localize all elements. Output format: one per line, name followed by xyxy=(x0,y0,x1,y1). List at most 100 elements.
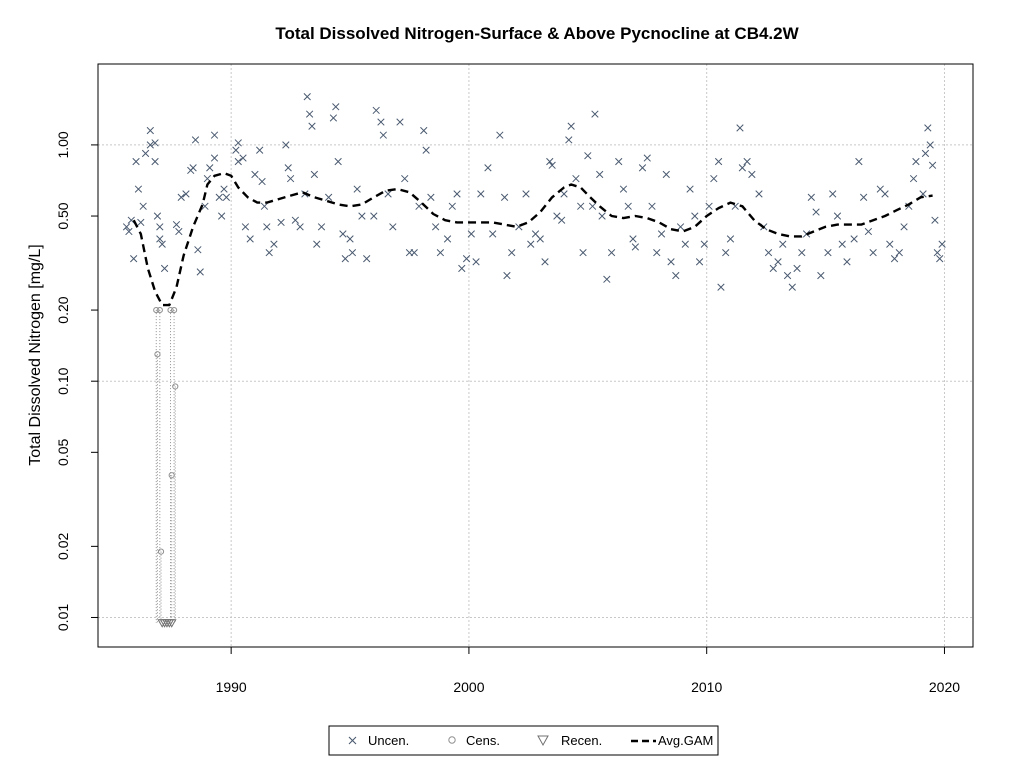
uncensored-point xyxy=(220,185,228,193)
uncensored-point xyxy=(329,114,338,122)
uncensored-point xyxy=(389,223,397,231)
censored-point xyxy=(167,306,174,314)
uncensored-point xyxy=(921,149,930,158)
uncensored-point xyxy=(807,193,815,201)
uncensored-point xyxy=(324,193,333,201)
uncensored-point xyxy=(548,161,556,169)
uncensored-point xyxy=(705,202,713,210)
uncensored-point xyxy=(377,118,385,126)
uncensored-point xyxy=(477,190,485,198)
uncensored-point xyxy=(139,202,147,210)
uncensored-point xyxy=(146,126,154,135)
uncensored-point xyxy=(736,124,744,132)
uncensored-point xyxy=(401,174,409,183)
uncensored-point xyxy=(774,258,782,266)
uncensored-point xyxy=(714,157,723,166)
uncensored-point xyxy=(246,235,254,243)
legend-item-gam: Avg.GAM xyxy=(631,733,713,748)
uncensored-point xyxy=(291,216,300,224)
censored-point xyxy=(170,306,178,314)
uncensored-point xyxy=(881,190,889,198)
uncensored-point xyxy=(624,202,632,210)
uncensored-point xyxy=(146,141,154,149)
uncensored-point xyxy=(448,202,456,210)
legend-item-recen: Recen. xyxy=(537,733,602,748)
uncensored-point xyxy=(472,258,480,266)
uncensored-point xyxy=(496,131,504,139)
uncensored-point xyxy=(598,212,606,220)
uncensored-point xyxy=(251,170,259,179)
uncensored-point xyxy=(182,190,190,198)
uncensored-point xyxy=(215,193,223,201)
uncensored-point xyxy=(579,248,587,257)
uncensored-point xyxy=(588,202,597,210)
uncensored-point xyxy=(584,152,592,160)
triangle-down-icon xyxy=(537,735,549,747)
y-tick-label: 0.10 xyxy=(55,367,71,394)
uncensored-point xyxy=(619,185,628,193)
recensored-point xyxy=(166,619,177,628)
uncensored-point xyxy=(462,255,471,263)
uncensored-point xyxy=(700,240,708,248)
uncensored-point xyxy=(890,255,899,263)
y-tick-label: 0.20 xyxy=(55,296,71,323)
uncensored-point xyxy=(256,146,264,154)
uncensored-point xyxy=(500,193,509,201)
y-tick-label: 0.50 xyxy=(55,202,71,229)
uncensored-point xyxy=(196,268,204,276)
uncensored-point xyxy=(137,218,145,227)
uncensored-point xyxy=(234,139,242,147)
uncensored-point xyxy=(838,240,846,248)
uncensored-point xyxy=(458,264,466,273)
uncensored-point xyxy=(379,131,387,139)
uncensored-point xyxy=(864,227,873,236)
uncensored-point xyxy=(643,154,651,162)
uncensored-point xyxy=(201,202,209,210)
uncensored-point xyxy=(222,193,231,201)
uncensored-point xyxy=(296,223,304,231)
uncensored-point xyxy=(631,243,640,251)
y-axis-label: Total Dissolved Nitrogen [mg/L] xyxy=(27,244,44,465)
uncensored-point xyxy=(793,264,801,273)
uncensored-point xyxy=(427,193,435,201)
gam-line xyxy=(132,171,933,307)
legend-label: Avg.GAM xyxy=(658,733,713,748)
uncensored-point xyxy=(779,240,787,248)
uncensored-point xyxy=(217,212,226,220)
uncensored-point xyxy=(286,174,295,183)
uncensored-point xyxy=(189,164,197,172)
uncensored-point xyxy=(332,103,340,111)
uncensored-point xyxy=(206,164,214,172)
uncensored-point xyxy=(339,230,347,238)
uncensored-point xyxy=(410,248,418,257)
x-tick-label: 1990 xyxy=(216,679,247,695)
uncensored-point xyxy=(691,212,699,220)
uncensored-point xyxy=(567,122,575,130)
uncensored-point xyxy=(277,218,285,227)
censored-point xyxy=(153,306,160,314)
uncensored-point xyxy=(467,230,475,238)
uncensored-point xyxy=(743,157,751,166)
uncensored-point xyxy=(210,154,219,162)
uncensored-point xyxy=(824,248,832,257)
y-tick-label: 0.01 xyxy=(55,604,71,631)
uncensored-point xyxy=(370,212,378,220)
uncensored-point xyxy=(615,157,623,166)
uncensored-point xyxy=(924,124,932,132)
uncensored-point xyxy=(607,248,616,257)
uncensored-point xyxy=(817,271,825,280)
uncensored-point xyxy=(833,212,842,220)
uncensored-point xyxy=(194,246,202,254)
uncensored-point xyxy=(722,248,730,257)
uncensored-point xyxy=(160,264,169,273)
uncensored-point xyxy=(239,154,247,162)
uncensored-point xyxy=(130,255,138,263)
uncensored-point xyxy=(210,131,219,139)
uncensored-point xyxy=(527,240,535,248)
uncensored-point xyxy=(334,157,342,166)
uncensored-point xyxy=(764,248,773,257)
uncensored-point xyxy=(928,161,937,169)
uncensored-point xyxy=(638,164,647,172)
uncensored-point xyxy=(572,174,580,183)
